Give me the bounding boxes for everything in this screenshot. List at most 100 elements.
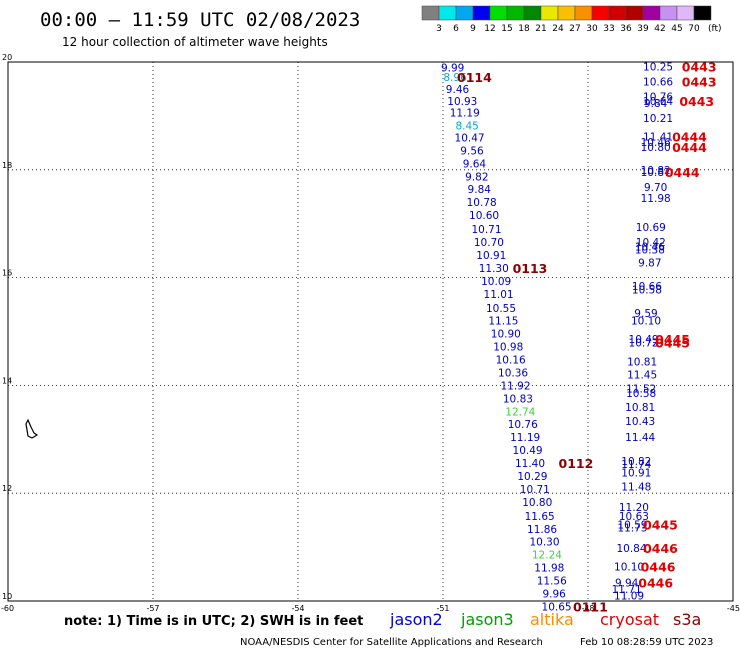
colorbar-label: 6: [453, 24, 459, 34]
wave-height-label: 10.21: [643, 113, 673, 125]
wave-height-label: 9.96: [542, 588, 566, 600]
wave-height-label: 10.49: [513, 445, 543, 457]
pass-time-label: 0446: [638, 576, 673, 591]
colorbar-label: 9: [470, 24, 476, 34]
wave-height-label: 10.71: [471, 224, 501, 236]
wave-height-label: 11.09: [614, 591, 644, 603]
wave-height-label: 11.52: [626, 384, 656, 396]
pass-time-label: 0114: [457, 70, 492, 85]
footer-note: note: 1) Time is in UTC; 2) SWH is in fe…: [64, 614, 363, 629]
wave-height-label: 11.01: [484, 289, 514, 301]
wave-height-label: 11.41: [643, 131, 673, 143]
colorbar: 3 6 9 12 15 18 21 24 27 30 33 36 39 42 45 70: [421, 5, 712, 34]
wave-height-label: 10.43: [625, 416, 655, 428]
wave-height-label: 11.44: [625, 432, 655, 444]
wave-height-label: 11.45: [627, 370, 657, 382]
pass-time-label: 0444: [665, 165, 700, 180]
axis-labels: -60 -57 -54 -51 -48 -45 10 12 14 16 18 20: [1, 53, 740, 613]
pass-time-label: 0444: [672, 140, 707, 155]
colorbar-label: 39: [637, 24, 649, 34]
wave-height-label: 9.82: [465, 171, 488, 183]
wave-height-label: 10.70: [474, 237, 504, 249]
annotations: 0114011301120111044304430443044404440444…: [457, 59, 717, 614]
colorbar-swatch: [591, 5, 610, 21]
y-tick-label: 16: [2, 269, 12, 278]
colorbar-unit: (ft): [708, 24, 722, 34]
colorbar-label: 45: [671, 24, 682, 34]
colorbar-label: 18: [518, 24, 530, 34]
pass-time-label: 0445: [643, 517, 678, 532]
y-tick-label: 12: [2, 484, 12, 493]
wave-height-label: 10.71: [520, 484, 550, 496]
wave-height-label: 12.24: [532, 550, 562, 562]
plot-frame: [7, 61, 734, 602]
colorbar-label: 33: [603, 24, 614, 34]
wave-height-label: 9.64: [463, 158, 487, 170]
colorbar-label: 30: [586, 24, 598, 34]
wave-height-label: 8.45: [455, 121, 478, 133]
wave-height-label: 10.65: [542, 601, 572, 613]
y-tick-label: 20: [2, 53, 12, 62]
wave-height-label: 10.09: [481, 276, 511, 288]
wave-height-label: 9.84: [468, 184, 492, 196]
pass-time-label: 0445: [655, 332, 690, 347]
colorbar-swatch: [455, 5, 474, 21]
wave-height-label: 10.80: [641, 142, 671, 154]
wave-height-label: 10.58: [626, 388, 656, 400]
colorbar-label: 70: [688, 24, 700, 34]
colorbar-swatch: [540, 5, 559, 21]
colorbar-label: 3: [436, 24, 442, 34]
wave-height-label: 10.10: [631, 316, 661, 328]
data-points: 9.998.969.4610.9311.198.4510.479.569.649…: [441, 61, 673, 613]
page-title: 00:00 – 11:59 UTC 02/08/2023: [40, 9, 360, 31]
pass-time-label: 0446: [643, 541, 678, 556]
pass-time-label: 0443: [679, 94, 714, 109]
island-outline: [25, 418, 39, 439]
wave-height-label: 11.98: [641, 193, 671, 205]
wave-height-label: 11.15: [488, 316, 518, 328]
wave-height-label: 10.36: [498, 367, 528, 379]
colorbar-label: 24: [552, 24, 564, 34]
colorbar-swatch: [557, 5, 576, 21]
wave-height-label: 11.19: [450, 108, 480, 120]
colorbar-label: 15: [501, 24, 512, 34]
satellite-legend: jason2 jason3 altika cryosat s3a: [389, 610, 701, 629]
legend-cryosat: cryosat: [600, 610, 659, 629]
legend-s3a: s3a: [673, 610, 701, 629]
wave-height-label: 10.46: [641, 137, 671, 149]
colorbar-swatch: [608, 5, 627, 21]
wave-height-label: 10.29: [517, 471, 547, 483]
wave-height-label: 10.16: [496, 355, 526, 367]
pass-time-label: 0113: [513, 261, 548, 276]
wave-height-label: 10.47: [455, 132, 485, 144]
wave-height-label: 10.63: [619, 511, 649, 523]
x-tick-label: -60: [1, 604, 14, 613]
wave-height-label: 9.46: [446, 84, 470, 96]
wave-height-label: 10.82: [641, 165, 671, 177]
wave-height-label: 10.38: [635, 245, 665, 257]
pass-time-label: 0112: [559, 456, 594, 471]
wave-height-label: 10.66: [643, 76, 673, 88]
wave-height-label: 11.19: [510, 432, 540, 444]
footer-timestamp: Feb 10 08:28:59 UTC 2023: [580, 637, 713, 648]
wave-height-label: 10.98: [493, 342, 523, 354]
pass-time-label: 0111: [573, 599, 608, 614]
x-tick-label: -54: [291, 604, 304, 613]
wave-height-label: 10.91: [476, 250, 506, 262]
wave-height-label: 10.78: [467, 197, 497, 209]
colorbar-swatch: [421, 5, 440, 21]
legend-altika: altika: [530, 610, 574, 629]
colorbar-swatch: [693, 5, 712, 21]
wave-height-label: 10.90: [491, 329, 521, 341]
wave-height-label: 9.87: [638, 258, 661, 270]
wave-height-label: 10.58: [632, 284, 662, 296]
x-tick-label: -45: [727, 604, 740, 613]
colorbar-label: 27: [569, 24, 580, 34]
wave-height-label: 10.30: [529, 537, 559, 549]
colorbar-swatch: [506, 5, 525, 21]
wave-height-label: 11.71: [612, 584, 642, 596]
wave-height-label: 11.98: [534, 563, 564, 575]
x-tick-label: -48: [581, 604, 594, 613]
page-subtitle: 12 hour collection of altimeter wave hei…: [62, 35, 328, 49]
